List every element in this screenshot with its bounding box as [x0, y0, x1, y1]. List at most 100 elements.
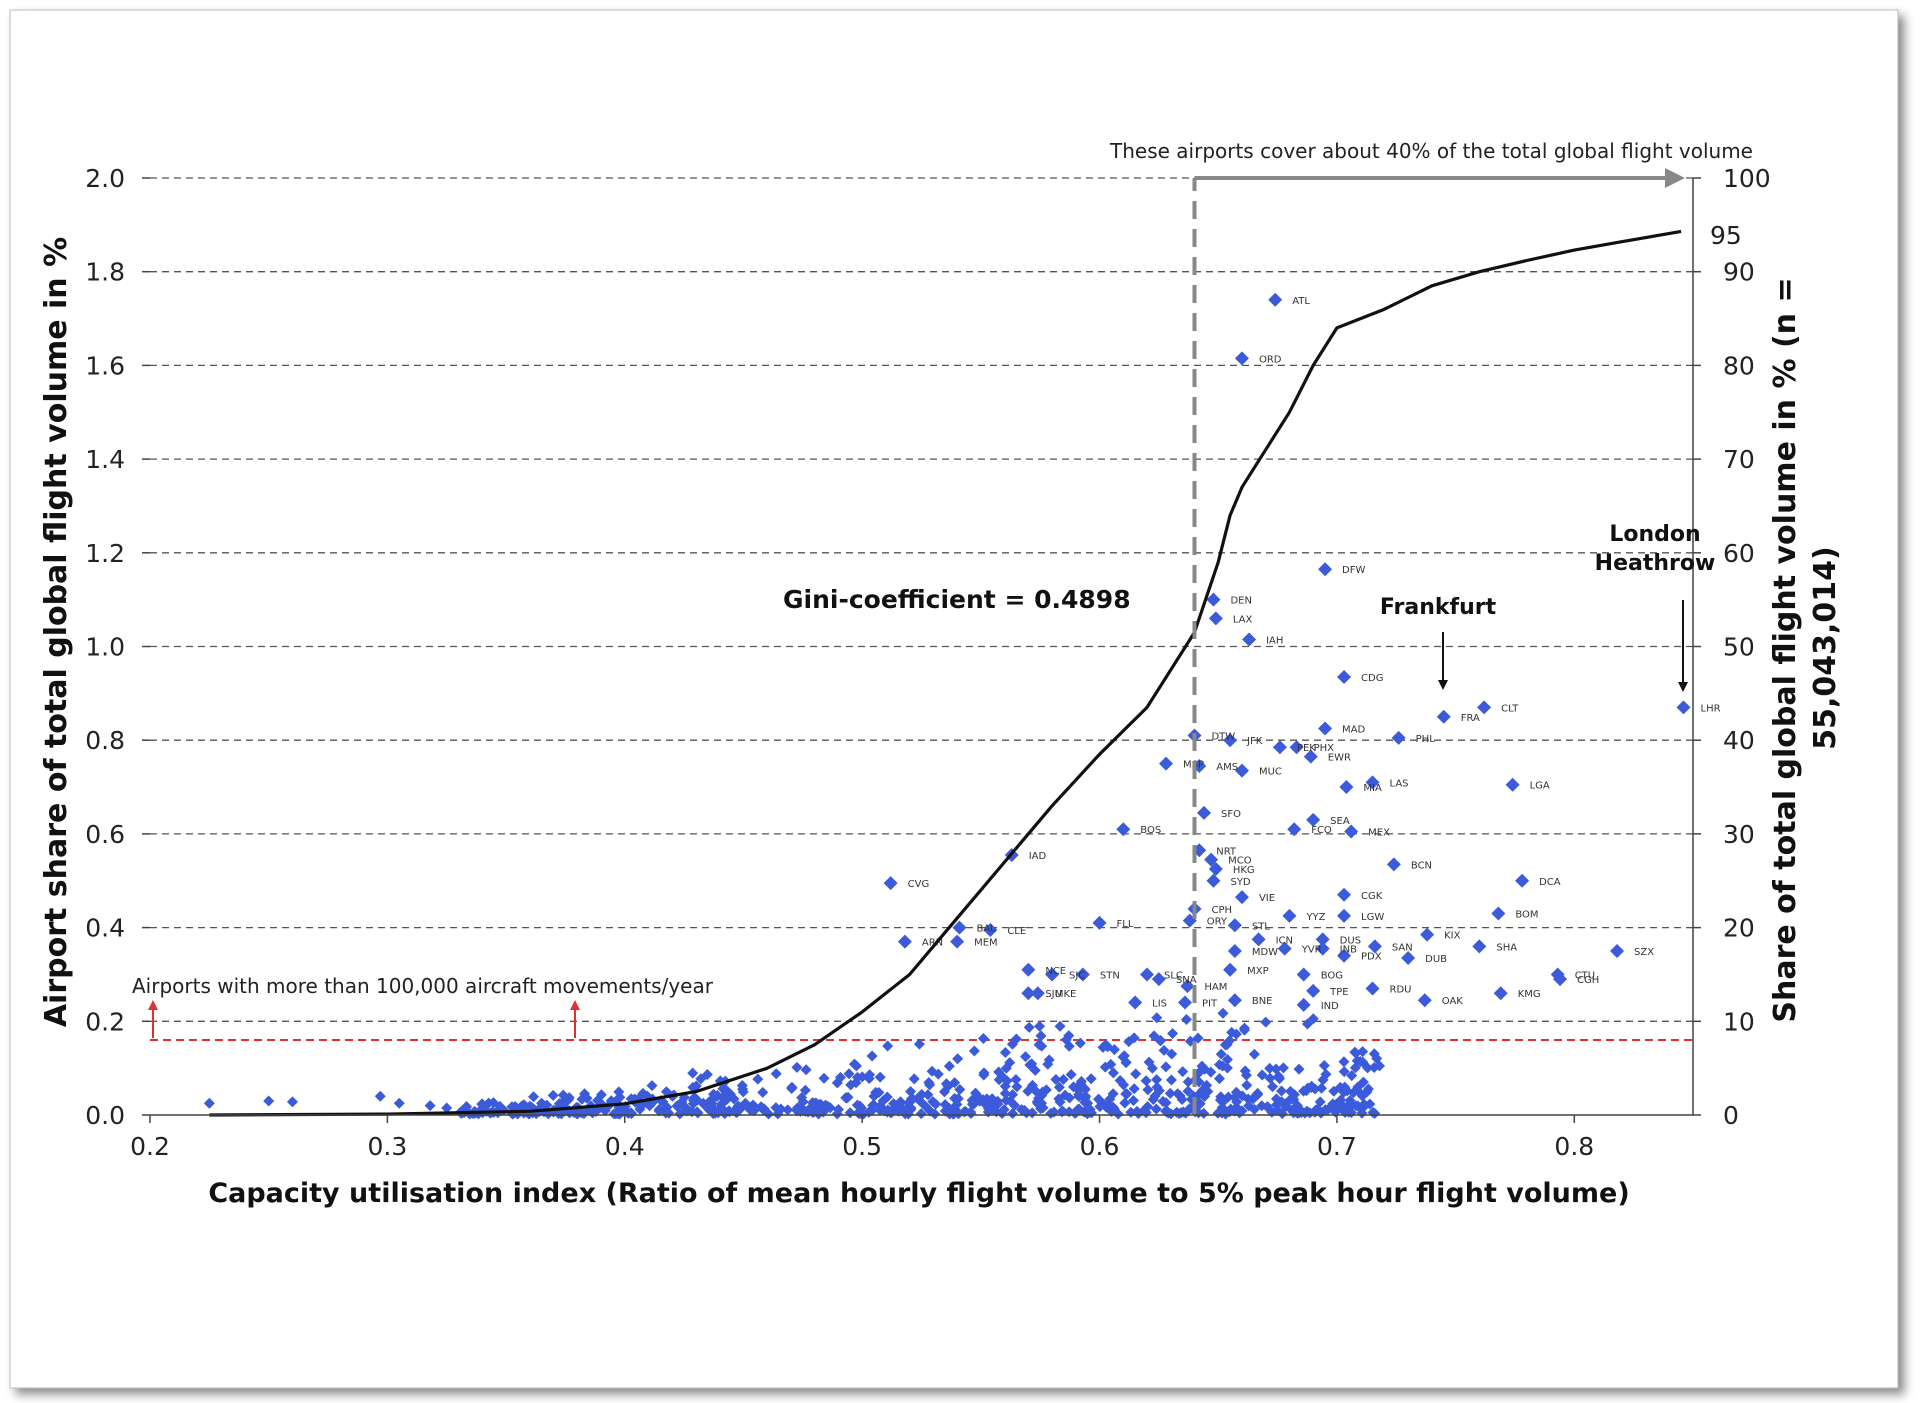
small-airport-point	[1050, 1074, 1062, 1086]
threshold-marker	[148, 1000, 1693, 1042]
airport-label: LGW	[1361, 912, 1384, 923]
small-airport-point	[393, 1097, 405, 1109]
small-airport-point	[1314, 1096, 1326, 1108]
airport-label: ICN	[1276, 935, 1293, 946]
small-airport-point	[843, 1068, 855, 1080]
small-airport-point	[1318, 1059, 1330, 1071]
small-airport-point	[1107, 1067, 1119, 1079]
airport-label: SJU	[1045, 989, 1062, 1000]
airport-label: SFO	[1221, 809, 1241, 820]
small-airport-point	[1121, 1088, 1133, 1100]
y2-axis-title-line1: Share of total global flight volume in %…	[1768, 277, 1803, 1022]
airport-point	[1030, 986, 1045, 1001]
small-airport-point	[536, 1097, 548, 1109]
small-airport-point	[908, 1073, 920, 1085]
airport-point	[1272, 740, 1287, 755]
airport-label: VIE	[1259, 893, 1275, 904]
small-airport-point	[952, 1053, 964, 1065]
airport-label: SAN	[1392, 942, 1413, 953]
small-airport-point	[1123, 1036, 1135, 1048]
small-airport-point	[810, 1097, 822, 1109]
small-airport-point	[791, 1102, 803, 1114]
small-airport-point	[1201, 1079, 1213, 1091]
airport-point	[897, 934, 912, 949]
small-airport-point	[1357, 1046, 1369, 1058]
airport-point	[1289, 740, 1304, 755]
airport-point	[1339, 780, 1354, 795]
small-airport-point	[1288, 1089, 1300, 1101]
airport-label: SLC	[1164, 970, 1183, 981]
small-airport-point	[1142, 1084, 1154, 1096]
small-airport-point	[873, 1086, 885, 1098]
y2-tick-label: 10	[1723, 1007, 1755, 1036]
small-airport-point	[476, 1098, 488, 1110]
small-airport-point	[1293, 1063, 1305, 1075]
airport-point	[1515, 873, 1530, 888]
small-airport-point	[1215, 1048, 1227, 1060]
small-airport-point	[818, 1072, 830, 1084]
airport-label: RDU	[1390, 985, 1412, 996]
airport-point	[1151, 972, 1166, 987]
airport-point	[883, 876, 898, 891]
airport-label: BOM	[1515, 910, 1538, 921]
small-airport-point	[874, 1071, 886, 1083]
small-airport-point	[286, 1096, 298, 1108]
airport-point	[1493, 986, 1508, 1001]
x-tick-label: 0.8	[1554, 1132, 1594, 1161]
card-background	[9, 9, 1899, 1389]
airport-label: CGH	[1577, 975, 1599, 986]
small-airport-point	[1240, 1069, 1252, 1081]
y2-tick-label: 50	[1723, 633, 1755, 662]
y-tick-label: 1.2	[85, 539, 125, 568]
airport-point	[1306, 812, 1321, 827]
small-airport-point	[1166, 1048, 1178, 1060]
small-airport-point	[1151, 1074, 1163, 1086]
threshold-annotation: Airports with more than 100,000 aircraft…	[132, 974, 714, 998]
small-airport-point	[938, 1086, 950, 1098]
small-airport-point	[924, 1079, 936, 1091]
airport-point	[1367, 939, 1382, 954]
small-airport-point	[834, 1071, 846, 1083]
airport-point	[1277, 941, 1292, 956]
small-airport-point	[441, 1102, 453, 1114]
small-airport-point	[978, 1067, 990, 1079]
airport-point	[1472, 939, 1487, 954]
small-airport-point	[782, 1104, 794, 1116]
small-airport-point	[1221, 1054, 1233, 1066]
small-airport-point	[949, 1103, 961, 1115]
small-airport-point	[1226, 1026, 1238, 1038]
airport-point	[1159, 756, 1174, 771]
gridlines	[150, 177, 1693, 1022]
small-airport-point	[1024, 1059, 1036, 1071]
airport-point	[1365, 981, 1380, 996]
small-airport-point	[888, 1098, 900, 1110]
axes: 0.00.20.40.60.81.01.21.41.61.82.00102030…	[85, 164, 1770, 1161]
airport-label: MDW	[1252, 947, 1278, 958]
small-airport-point	[1248, 1048, 1260, 1060]
airport-label: DTW	[1211, 732, 1235, 743]
airport-point	[1045, 967, 1060, 982]
y-tick-label: 2.0	[85, 164, 125, 193]
small-airport-point	[1229, 1092, 1241, 1104]
airport-point	[1208, 611, 1223, 626]
y-tick-label: 0.8	[85, 726, 125, 755]
small-airport-point	[1221, 1039, 1233, 1051]
small-airport-point	[1023, 1021, 1035, 1033]
airport-point	[1282, 908, 1297, 923]
small-airport-point	[1132, 1108, 1144, 1120]
airport-label: PHX	[1314, 743, 1335, 754]
small-airport-point	[1010, 1033, 1022, 1045]
airport-label: OAK	[1442, 996, 1464, 1007]
small-airport-point	[985, 1103, 997, 1115]
small-airport-point	[1054, 1020, 1066, 1032]
airport-point	[1315, 941, 1330, 956]
small-airport-point	[1362, 1062, 1374, 1074]
frankfurt-annotation: Frankfurt	[1380, 595, 1497, 620]
small-airport-point	[927, 1096, 939, 1108]
small-airport-point	[1260, 1016, 1272, 1028]
small-airport-point	[646, 1080, 658, 1092]
small-airport-point	[1165, 1074, 1177, 1086]
small-airport-point	[1080, 1090, 1092, 1102]
small-airport-point	[1030, 1085, 1042, 1097]
airport-point	[1365, 775, 1380, 790]
